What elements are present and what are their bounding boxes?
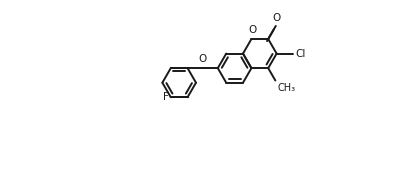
Text: O: O <box>273 13 281 23</box>
Text: O: O <box>198 54 207 64</box>
Text: CH₃: CH₃ <box>277 83 295 93</box>
Text: Cl: Cl <box>296 49 306 59</box>
Text: O: O <box>248 25 256 35</box>
Text: F: F <box>163 92 169 102</box>
